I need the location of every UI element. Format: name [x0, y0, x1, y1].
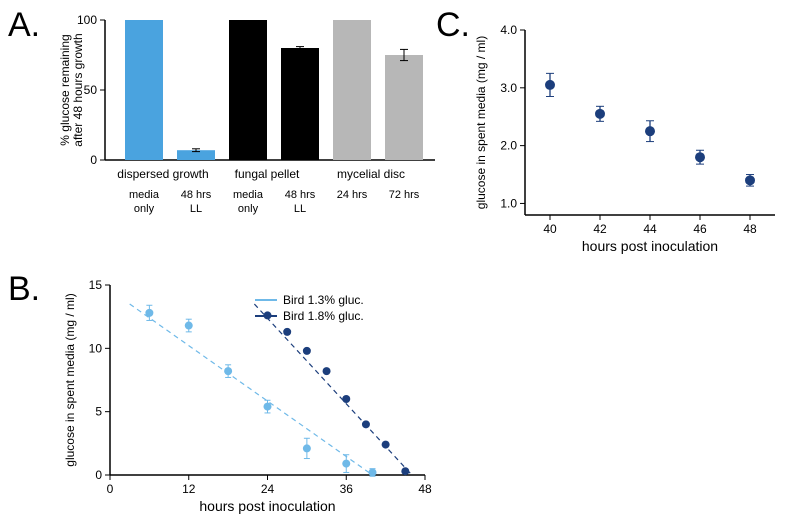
ytick-a: 0 [90, 153, 97, 167]
point-b [369, 468, 377, 476]
ytick-c: 3.0 [500, 81, 517, 95]
fit-line-b [130, 304, 373, 475]
bar-label-a: 48 hrs [285, 189, 316, 201]
xtick-c: 42 [593, 222, 607, 236]
bar-label-a: 72 hrs [389, 189, 420, 201]
xtick-c: 46 [693, 222, 707, 236]
bar-a [229, 20, 267, 160]
point-b [264, 403, 272, 411]
ytick-b: 15 [89, 278, 103, 292]
point-c [695, 152, 705, 162]
group-label-a: fungal pellet [235, 167, 300, 181]
bar-label-a: LL [190, 203, 202, 215]
point-b [342, 460, 350, 468]
point-b [283, 328, 291, 336]
fit-line-b [254, 304, 412, 475]
point-b [145, 309, 153, 317]
bar-label-a: media [129, 189, 160, 201]
point-b [382, 441, 390, 449]
bar-label-a: only [238, 203, 259, 215]
bar-label-a: media [233, 189, 264, 201]
ylabel-b: glucose in spent media (mg / ml) [63, 293, 77, 466]
ylabel-a-2: after 48 hours growth [71, 33, 85, 146]
xlabel-c: hours post inoculation [582, 238, 718, 254]
chart-c: 40 42 44 46 48 1.0 2.0 3.0 4.0 hours post inocula… [465, 15, 795, 265]
xtick-b: 0 [107, 482, 114, 496]
xtick-b: 48 [418, 482, 432, 496]
xtick-b: 24 [261, 482, 275, 496]
bar-a [385, 55, 423, 160]
point-c [745, 175, 755, 185]
ylabel-a-1: % glucose remaining [58, 34, 72, 145]
point-b [303, 444, 311, 452]
group-label-a: dispersed growth [117, 167, 208, 181]
xtick-c: 40 [543, 222, 557, 236]
ytick-a: 50 [84, 83, 98, 97]
ytick-a: 100 [77, 13, 97, 27]
xtick-b: 36 [340, 482, 354, 496]
ytick-b: 0 [95, 468, 102, 482]
ytick-c: 2.0 [500, 139, 517, 153]
point-b [342, 395, 350, 403]
xlabel-b: hours post inoculation [199, 498, 335, 514]
panel-label-a: A. [8, 6, 40, 45]
chart-b: 0 12 24 36 48 0 5 10 15 hours post inoculation glu… [55, 275, 445, 525]
point-b [323, 367, 331, 375]
ytick-c: 4.0 [500, 23, 517, 37]
bar-label-a: LL [294, 203, 306, 215]
point-c [645, 126, 655, 136]
xtick-b: 12 [182, 482, 196, 496]
xtick-c: 48 [743, 222, 757, 236]
point-b [401, 467, 409, 475]
bar-label-a: 48 hrs [181, 189, 212, 201]
point-c [545, 80, 555, 90]
legend-b-s1: Bird 1.3% gluc. [283, 293, 364, 307]
point-c [595, 109, 605, 119]
ytick-b: 5 [95, 405, 102, 419]
legend-b-s2: Bird 1.8% gluc. [283, 309, 364, 323]
panel-label-b: B. [8, 270, 40, 309]
xtick-c: 44 [643, 222, 657, 236]
ytick-c: 1.0 [500, 196, 517, 210]
point-b [362, 420, 370, 428]
chart-a: 0 50 100 % glucose remainingafter 48 hours … [55, 10, 445, 270]
point-b [185, 322, 193, 330]
ylabel-c: glucose in spent media (mg / ml) [474, 36, 488, 209]
group-label-a: mycelial disc [337, 167, 405, 181]
bar-a [125, 20, 163, 160]
ytick-b: 10 [89, 341, 103, 355]
point-b [224, 367, 232, 375]
bar-a [281, 48, 319, 160]
point-b [303, 347, 311, 355]
bar-label-a: 24 hrs [337, 189, 368, 201]
bar-a [333, 20, 371, 160]
bar-label-a: only [134, 203, 155, 215]
